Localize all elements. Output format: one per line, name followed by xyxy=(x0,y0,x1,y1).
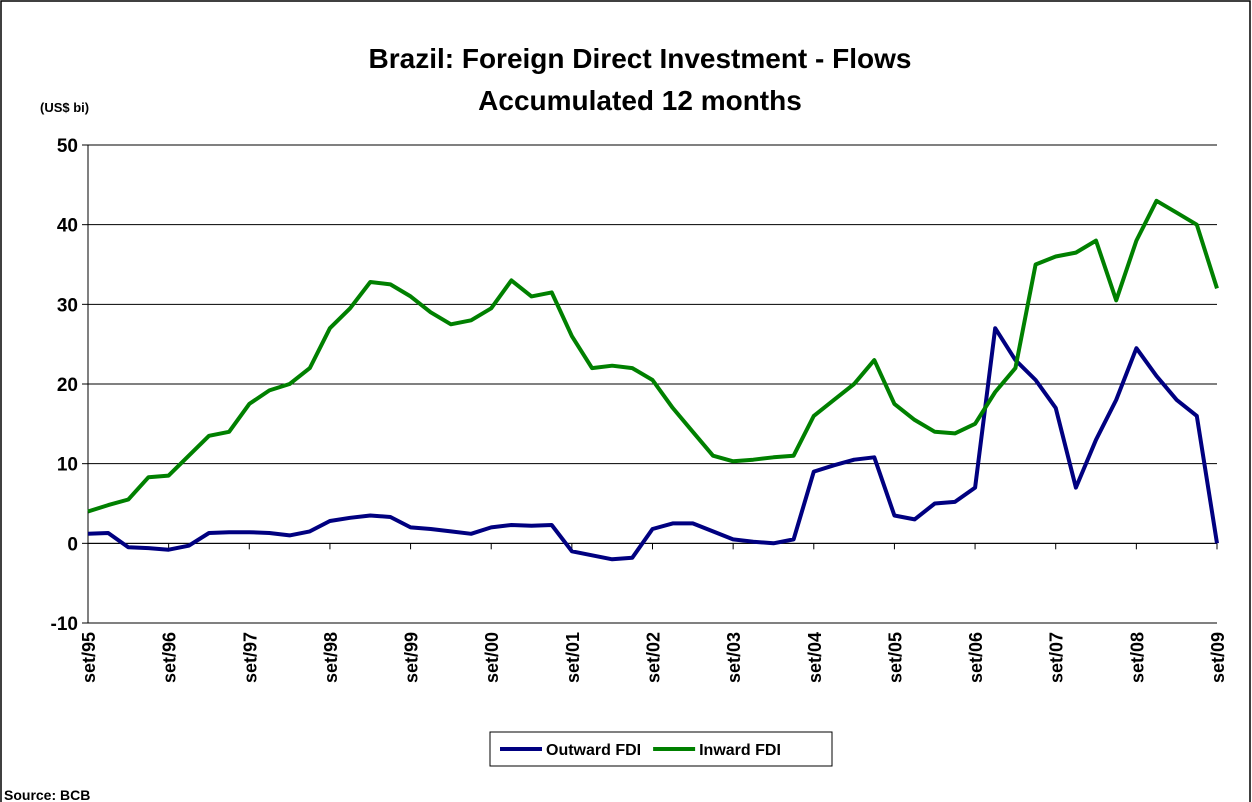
chart-title: Brazil: Foreign Direct Investment - Flow… xyxy=(369,43,912,74)
y-tick-label: -10 xyxy=(51,614,78,635)
x-tick-label: set/07 xyxy=(1047,632,1067,683)
x-tick-label: set/09 xyxy=(1208,632,1228,683)
x-tick-label: set/01 xyxy=(563,632,583,683)
x-tick-label: set/02 xyxy=(644,632,664,683)
x-tick-label: set/04 xyxy=(805,632,825,683)
source-note: Source: BCB xyxy=(4,787,90,802)
x-tick-label: set/06 xyxy=(966,632,986,683)
legend-label: Inward FDI xyxy=(699,742,781,759)
legend-label: Outward FDI xyxy=(546,742,641,759)
x-tick-label: set/05 xyxy=(885,632,905,683)
x-tick-label: set/98 xyxy=(321,632,341,683)
line xyxy=(87,198,1219,514)
x-tick-label: set/00 xyxy=(482,632,502,683)
y-axis-label: (US$ bi) xyxy=(40,100,89,115)
x-tick-label: set/96 xyxy=(160,632,180,683)
y-tick-label: 30 xyxy=(57,295,78,316)
x-tick-label: set/03 xyxy=(724,632,744,683)
x-tick-label: set/99 xyxy=(402,632,422,683)
line xyxy=(87,326,1219,562)
x-tick-label: set/95 xyxy=(79,632,99,683)
x-tick-label: set/08 xyxy=(1127,632,1147,683)
chart-subtitle: Accumulated 12 months xyxy=(478,85,802,116)
y-tick-label: 20 xyxy=(57,375,78,396)
x-tick-label: set/97 xyxy=(240,632,260,683)
y-tick-label: 40 xyxy=(57,216,78,237)
y-tick-label: 50 xyxy=(57,136,78,157)
y-tick-label: 10 xyxy=(57,455,78,476)
y-tick-label: 0 xyxy=(67,534,78,555)
